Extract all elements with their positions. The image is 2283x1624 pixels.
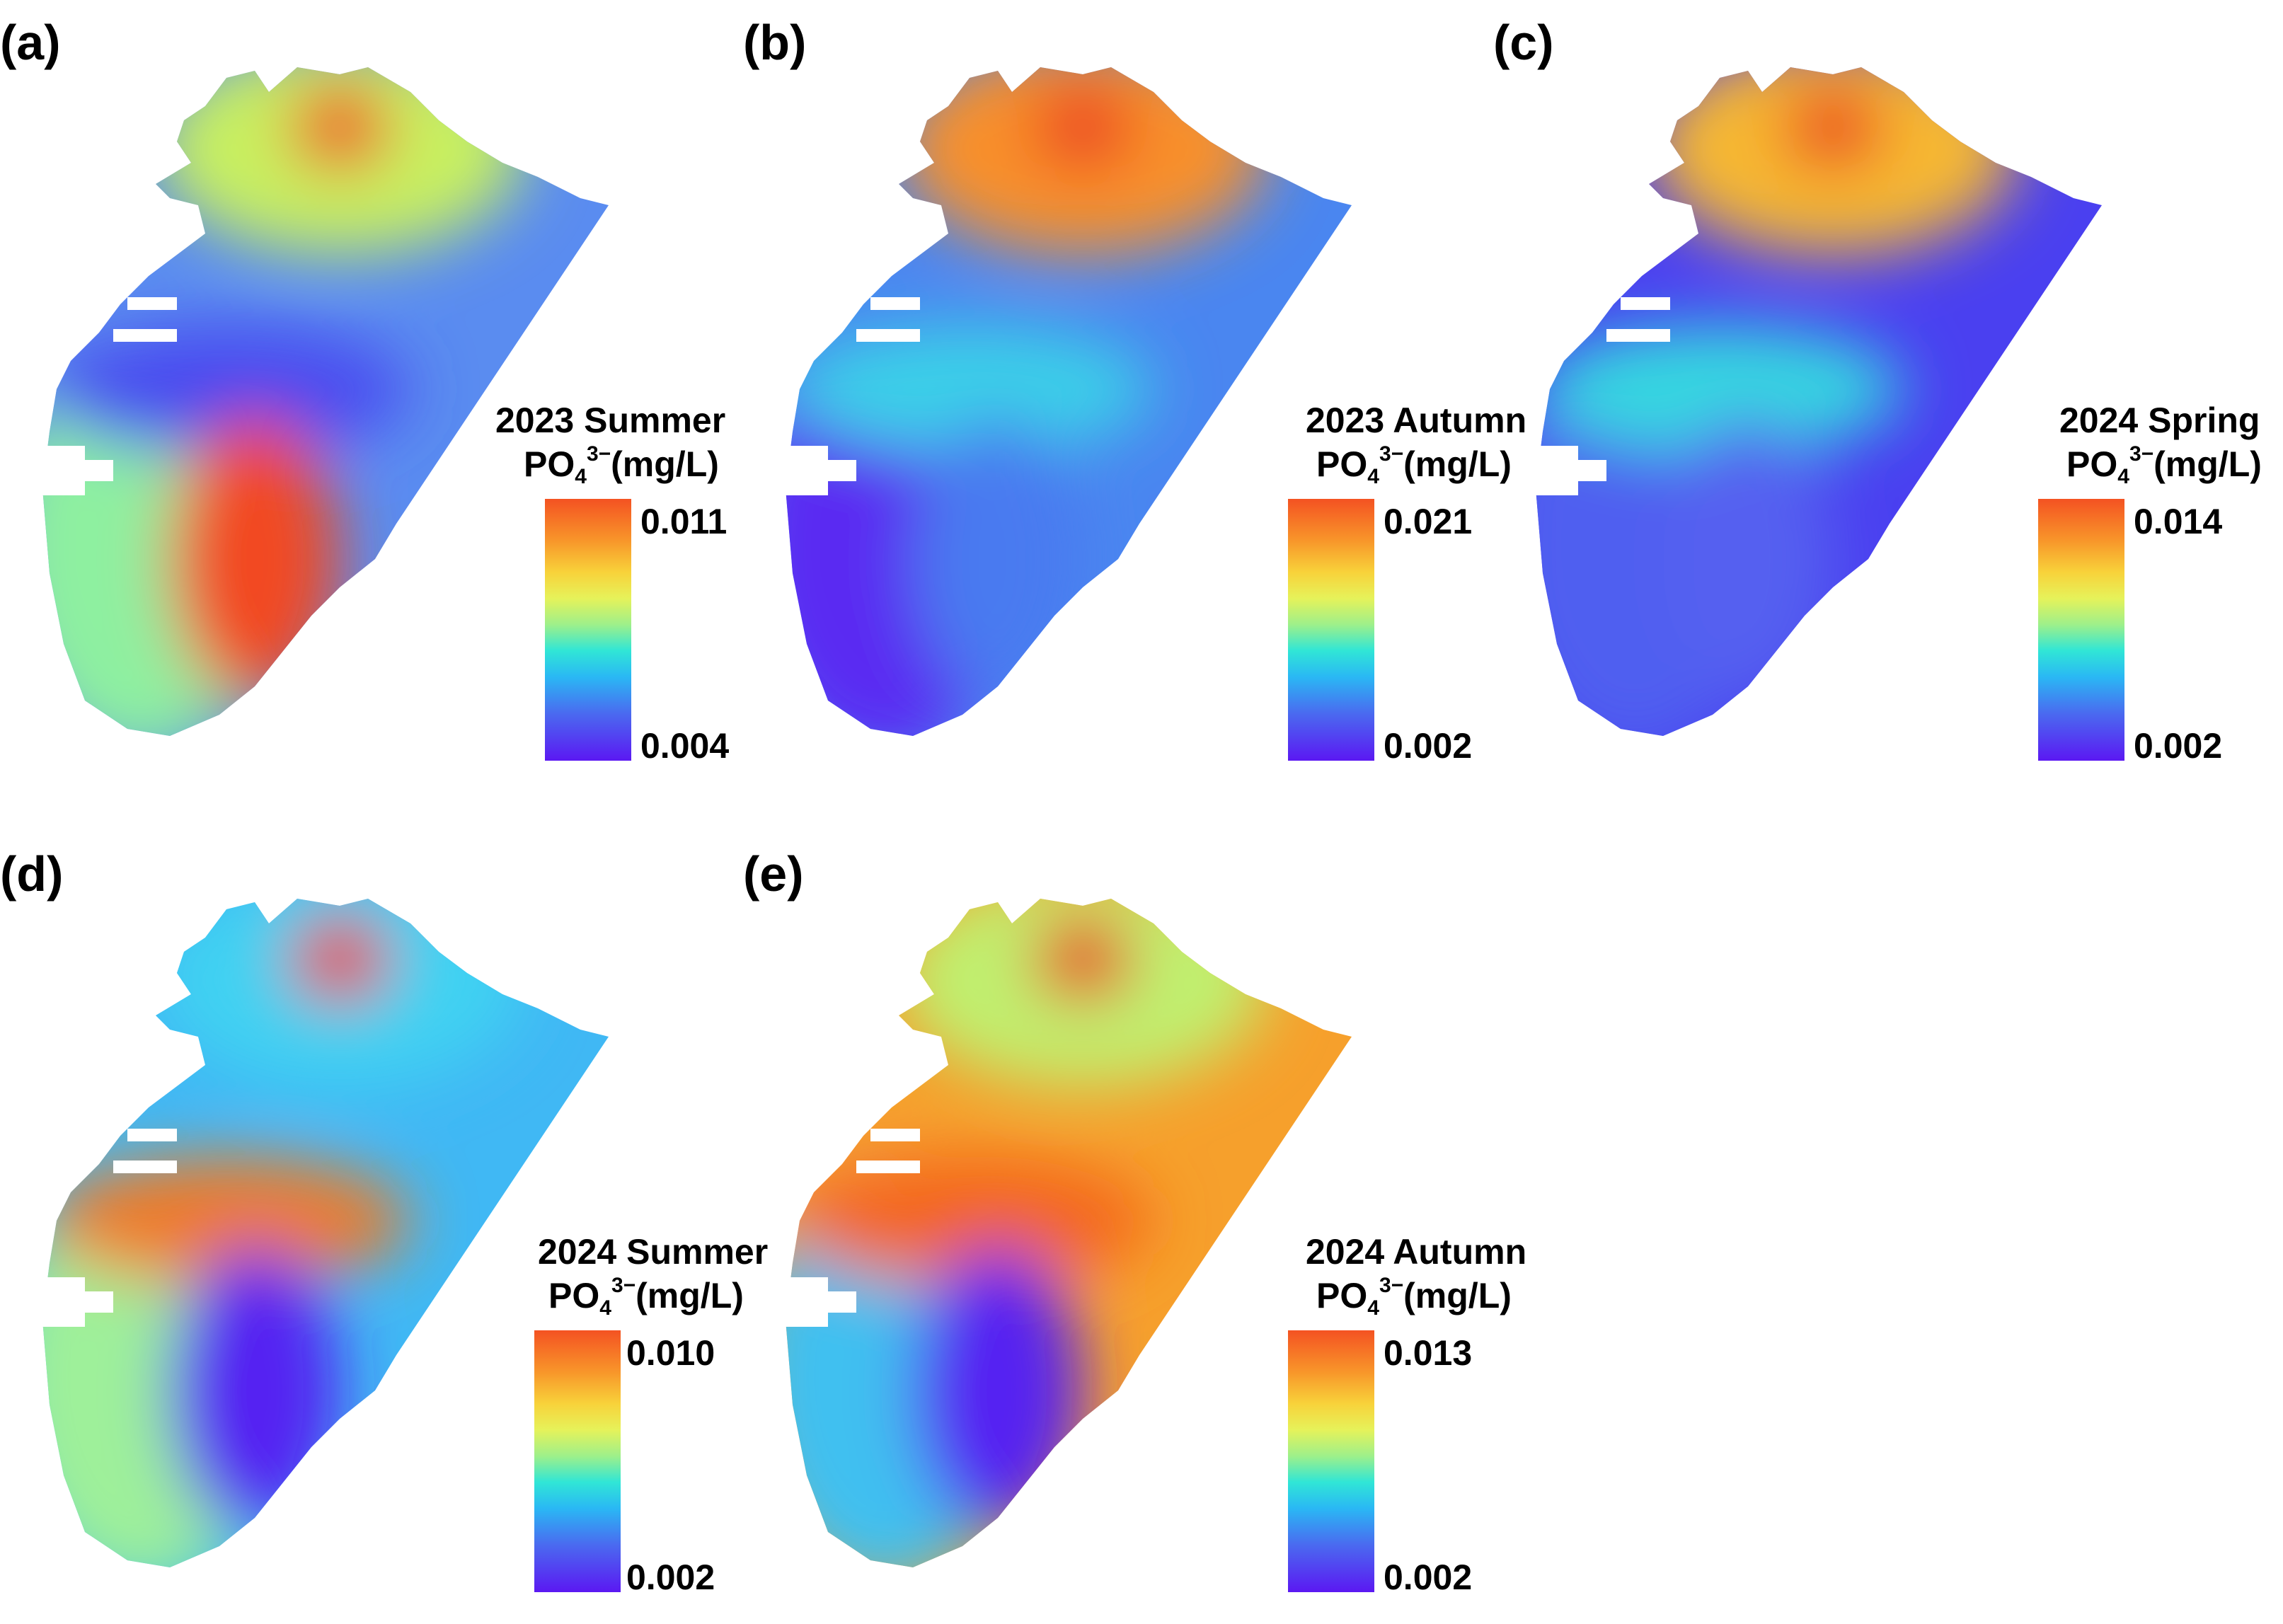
legend-unit: PO43−(mg/L) <box>548 1274 744 1320</box>
middle-band-zone <box>42 326 410 453</box>
pier-cutout <box>1536 446 1578 495</box>
colorbar-max-label: 0.013 <box>1384 1333 1473 1373</box>
north-hotspot-zone <box>290 85 389 170</box>
pier-cutout <box>856 329 920 342</box>
pier-cutout <box>113 329 177 342</box>
interpolation-map <box>42 67 609 736</box>
colorbar <box>1288 499 1374 761</box>
colorbar <box>534 1330 621 1592</box>
panel-c: (c) 2024 Spring PO43−(mg/L) 0.014 0.002 <box>1493 14 2262 793</box>
colorbar-max-label: 0.014 <box>2134 502 2223 541</box>
colorbar-min-label: 0.004 <box>640 726 730 766</box>
pier-cutout <box>870 1129 920 1141</box>
legend-unit: PO43−(mg/L) <box>2066 442 2262 488</box>
panel-b: (b) 2023 Autumn PO43−(mg/L) 0.021 0.002 <box>743 14 1526 793</box>
pier-cutout <box>828 1291 856 1313</box>
south-hotspot-zone <box>913 417 1083 701</box>
colorbar-min-label: 0.002 <box>1384 726 1473 766</box>
colorbar-min-label: 0.002 <box>1384 1557 1473 1597</box>
pier-cutout <box>113 1161 177 1173</box>
colorbar-min-label: 0.002 <box>626 1557 715 1597</box>
interpolation-map <box>786 899 1352 1567</box>
colorbar-max-label: 0.010 <box>626 1333 715 1373</box>
pier-cutout <box>42 446 85 495</box>
colorbar <box>1288 1330 1374 1592</box>
legend-season: 2024 Autumn <box>1306 1232 1527 1272</box>
pier-cutout <box>786 446 828 495</box>
south-hotspot-zone <box>1663 417 1833 701</box>
legend-unit: PO43−(mg/L) <box>524 442 719 488</box>
panel-e: (e) 2024 Autumn PO43−(mg/L) 0.013 0.002 <box>743 846 1526 1624</box>
legend-season: 2023 Autumn <box>1306 401 1527 440</box>
pier-cutout <box>127 1129 177 1141</box>
interpolation-map <box>1536 67 2102 736</box>
pier-cutout <box>1578 460 1606 481</box>
middle-band-zone <box>786 326 1154 453</box>
south-hotspot-zone <box>170 1249 340 1532</box>
north-hotspot-zone <box>1033 916 1132 1001</box>
pier-cutout <box>1621 297 1670 310</box>
pier-cutout <box>828 460 856 481</box>
interpolation-map <box>42 899 609 1567</box>
north-hotspot-zone <box>1033 85 1132 170</box>
panel-label: (a) <box>0 15 61 70</box>
colorbar-max-label: 0.021 <box>1384 502 1473 541</box>
pier-cutout <box>85 460 113 481</box>
colorbar <box>545 499 631 761</box>
pier-cutout <box>856 1161 920 1173</box>
middle-band-zone <box>42 1157 410 1284</box>
colorbar-min-label: 0.002 <box>2134 726 2223 766</box>
pier-cutout <box>870 297 920 310</box>
legend-season: 2024 Spring <box>2059 401 2260 440</box>
pier-cutout <box>42 1277 85 1327</box>
pier-cutout <box>1606 329 1670 342</box>
interpolation-map <box>786 67 1352 736</box>
south-hotspot-zone <box>170 417 340 701</box>
pier-cutout <box>786 1277 828 1327</box>
panel-label: (b) <box>743 15 807 70</box>
panel-d: (d) 2024 Summer PO43−(mg/L) 0.010 0.002 <box>0 846 768 1624</box>
panel-a: (a) 2023 Summer PO43−(mg/L) 0.011 0.004 <box>0 14 750 793</box>
middle-band-zone <box>786 1157 1154 1284</box>
south-hotspot-zone <box>913 1249 1083 1532</box>
legend-unit: PO43−(mg/L) <box>1316 442 1512 488</box>
legend-unit: PO43−(mg/L) <box>1316 1274 1512 1320</box>
north-hotspot-zone <box>1783 85 1882 170</box>
panel-label: (e) <box>743 846 804 902</box>
pier-cutout <box>85 1291 113 1313</box>
pier-cutout <box>127 297 177 310</box>
middle-band-zone <box>1536 326 1904 453</box>
legend-season: 2023 Summer <box>495 401 726 440</box>
colorbar <box>2038 499 2124 761</box>
panel-label: (d) <box>0 846 64 902</box>
panel-label: (c) <box>1493 15 1554 70</box>
legend-season: 2024 Summer <box>538 1232 769 1272</box>
colorbar-max-label: 0.011 <box>640 502 728 541</box>
north-hotspot-zone <box>290 916 389 1001</box>
